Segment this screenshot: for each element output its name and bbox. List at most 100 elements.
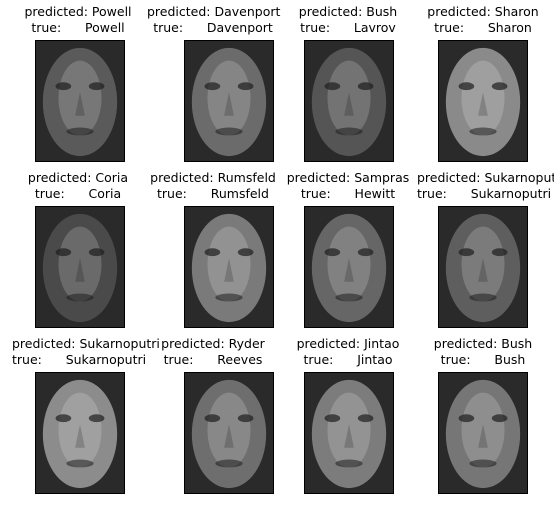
prediction-title: predicted: Powell true: Powell (12, 4, 144, 36)
true-label: true: Powell (31, 20, 125, 35)
portrait-head (311, 213, 387, 323)
portrait-highlight (461, 60, 505, 136)
portrait-eye (204, 82, 221, 91)
face-image (304, 372, 394, 494)
portrait-eye (357, 414, 374, 423)
portrait-head (191, 213, 267, 323)
gallery-cell: predicted: Sukarnoputri true: Sukarnoputr… (12, 336, 160, 506)
portrait-highlight (207, 392, 251, 468)
portrait-eye (237, 248, 254, 257)
portrait-eye (88, 248, 105, 257)
portrait-eye (357, 82, 374, 91)
prediction-title: predicted: Sukarnoputri true: Sukarnoputr… (417, 170, 554, 202)
face-portrait (36, 207, 124, 327)
gallery-cell: predicted: Jintao true: Jintao (282, 336, 414, 506)
portrait-eye (204, 414, 221, 423)
face-image (35, 40, 125, 162)
predicted-label: predicted: Ryder (161, 336, 265, 351)
portrait-eye (491, 248, 508, 257)
true-label: true: Bush (440, 352, 526, 367)
face-image (438, 206, 528, 328)
portrait-highlight (327, 392, 371, 468)
prediction-title: predicted: Coria true: Coria (12, 170, 144, 202)
portrait-highlight (58, 60, 102, 136)
portrait-eye (237, 414, 254, 423)
prediction-title: predicted: Bush true: Bush (417, 336, 549, 368)
face-portrait (305, 207, 393, 327)
gallery-cell: predicted: Sampras true: Hewitt (282, 170, 414, 340)
portrait-head (445, 47, 521, 157)
portrait-nose (75, 92, 85, 116)
face-image (184, 206, 274, 328)
portrait-eye (324, 414, 341, 423)
gallery-cell: predicted: Sharon true: Sharon (417, 4, 549, 174)
true-label: true: Davenport (153, 20, 273, 35)
face-image (35, 372, 125, 494)
portrait-mouth (66, 293, 94, 302)
portrait-mouth (215, 293, 243, 302)
gallery-cell: predicted: Davenport true: Davenport (147, 4, 281, 174)
portrait-eye (55, 414, 72, 423)
true-label: true: Jintao (303, 352, 393, 367)
face-image (438, 40, 528, 162)
true-label: true: Reeves (163, 352, 263, 367)
true-label: true: Sukarnoputri (12, 352, 147, 367)
predicted-label: predicted: Bush (298, 4, 398, 19)
portrait-highlight (327, 226, 371, 302)
true-label: true: Coria (34, 186, 122, 201)
portrait-head (311, 379, 387, 489)
prediction-title: predicted: Bush true: Lavrov (282, 4, 414, 36)
portrait-highlight (58, 392, 102, 468)
portrait-mouth (215, 127, 243, 136)
face-portrait (185, 207, 273, 327)
predicted-label: predicted: Sharon (427, 4, 539, 19)
face-portrait (439, 207, 527, 327)
portrait-nose (478, 258, 488, 282)
portrait-head (445, 379, 521, 489)
portrait-highlight (207, 226, 251, 302)
portrait-eye (204, 248, 221, 257)
portrait-eye (491, 82, 508, 91)
portrait-eye (88, 82, 105, 91)
gallery-cell: predicted: Rumsfeld true: Rumsfeld (147, 170, 279, 340)
portrait-head (42, 213, 118, 323)
face-portrait (36, 41, 124, 161)
portrait-eye (458, 82, 475, 91)
face-portrait (439, 373, 527, 493)
portrait-eye (237, 82, 254, 91)
true-label: true: Rumsfeld (157, 186, 269, 201)
portrait-head (42, 379, 118, 489)
predicted-label: predicted: Jintao (296, 336, 400, 351)
portrait-mouth (215, 459, 243, 468)
gallery-cell: predicted: Bush true: Bush (417, 336, 549, 506)
face-image (35, 206, 125, 328)
portrait-mouth (335, 459, 363, 468)
portrait-nose (344, 424, 354, 448)
face-image (438, 372, 528, 494)
portrait-head (191, 47, 267, 157)
prediction-title: predicted: Jintao true: Jintao (282, 336, 414, 368)
portrait-head (445, 213, 521, 323)
predicted-label: predicted: Rumsfeld (150, 170, 276, 185)
face-portrait (305, 373, 393, 493)
prediction-title: predicted: Sampras true: Hewitt (282, 170, 414, 202)
face-portrait (439, 41, 527, 161)
portrait-eye (458, 248, 475, 257)
face-image (304, 40, 394, 162)
portrait-nose (344, 258, 354, 282)
portrait-mouth (469, 459, 497, 468)
portrait-nose (478, 424, 488, 448)
predicted-label: predicted: Davenport (147, 4, 281, 19)
portrait-eye (324, 82, 341, 91)
portrait-nose (224, 92, 234, 116)
portrait-mouth (66, 459, 94, 468)
prediction-title: predicted: Rumsfeld true: Rumsfeld (147, 170, 279, 202)
portrait-nose (224, 424, 234, 448)
prediction-title: predicted: Sukarnoputri true: Sukarnoputr… (12, 336, 160, 368)
portrait-highlight (461, 226, 505, 302)
portrait-eye (458, 414, 475, 423)
portrait-nose (478, 92, 488, 116)
true-label: true: Hewitt (300, 186, 396, 201)
face-portrait (305, 41, 393, 161)
portrait-mouth (469, 127, 497, 136)
